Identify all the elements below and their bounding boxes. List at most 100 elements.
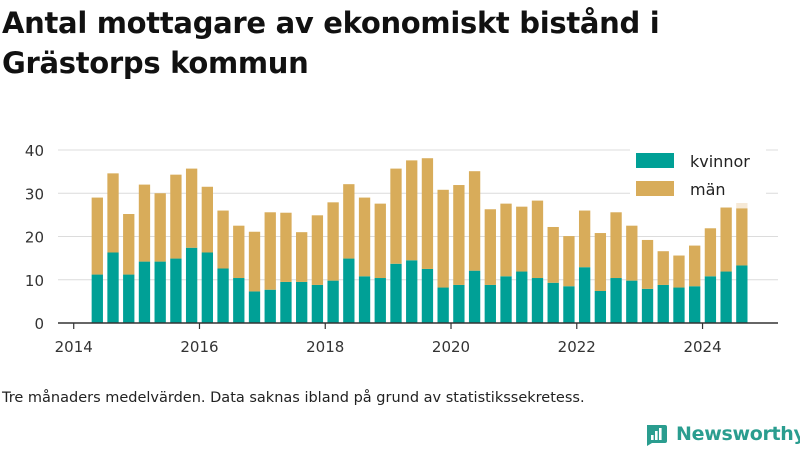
y-tick-label: 10 [25, 272, 44, 290]
legend-label: män [690, 180, 726, 199]
legend: kvinnor män [630, 147, 766, 203]
legend-swatch [636, 153, 674, 168]
bar-kvinnor [201, 252, 214, 323]
bar-man [138, 184, 151, 262]
bar-kvinnor [547, 282, 559, 323]
bar-kvinnor [484, 284, 496, 323]
x-tick-label: 2016 [180, 338, 218, 356]
bar-kvinnor [390, 263, 402, 323]
bar-kvinnor [626, 280, 638, 323]
bar-kvinnor [689, 286, 701, 323]
bar-kvinnor [280, 281, 292, 323]
bar-man [264, 212, 276, 290]
y-tick-label: 20 [25, 229, 44, 247]
bar-kvinnor [610, 278, 622, 323]
bar-kvinnor [720, 271, 732, 323]
bar-man [358, 197, 371, 277]
bar-kvinnor [406, 260, 418, 323]
bar-kvinnor [264, 289, 276, 323]
bar-man [374, 203, 386, 279]
bar-kvinnor [468, 270, 481, 323]
bar-man [437, 189, 449, 288]
x-tick-label: 2018 [306, 338, 344, 356]
bar-man [468, 171, 481, 271]
x-tick-label: 2020 [432, 338, 470, 356]
bar-kvinnor [516, 271, 528, 323]
bar-man [484, 209, 496, 285]
bar-man [673, 255, 685, 288]
bar-man [563, 236, 575, 287]
brand-name: Newsworthy [676, 423, 800, 445]
bar-man [453, 185, 465, 285]
bar-kvinnor [673, 287, 685, 323]
chart-caption: Tre månaders medelvärden. Data saknas ib… [2, 390, 585, 406]
bar-man [641, 239, 654, 289]
bar-kvinnor [311, 284, 324, 323]
bar-kvinnor [704, 276, 717, 323]
bar-man [343, 184, 355, 259]
x-tick-label: 2014 [55, 338, 93, 356]
newsworthy-brand[interactable]: Newsworthy [644, 420, 800, 448]
bar-kvinnor [343, 258, 355, 323]
bar-man [233, 225, 245, 279]
bar-man [720, 207, 732, 272]
bar-kvinnor [248, 291, 261, 323]
bar-kvinnor [154, 261, 166, 323]
bar-kvinnor [736, 265, 748, 323]
bar-kvinnor [170, 258, 182, 323]
y-tick-label: 30 [25, 185, 44, 203]
bar-kvinnor [327, 280, 339, 323]
bar-kvinnor [123, 274, 135, 323]
bars [91, 158, 748, 323]
bar-man [390, 168, 402, 264]
bar-man [736, 208, 748, 266]
bar-man [421, 158, 434, 269]
bar-kvinnor [578, 267, 591, 323]
bar-man [626, 225, 638, 281]
bar-man [185, 168, 198, 248]
chart-title: Antal mottagare av ekonomiskt bistånd i … [2, 6, 660, 80]
bar-kvinnor [594, 290, 607, 323]
bar-kvinnor [453, 284, 465, 323]
bar-kvinnor [233, 278, 245, 323]
bar-man [248, 231, 261, 292]
bar-man [280, 212, 292, 282]
bar-kvinnor [500, 276, 512, 323]
bar-kvinnor [374, 278, 386, 323]
bar-kvinnor [296, 281, 308, 323]
bar-kvinnor [91, 274, 103, 323]
bar-man [657, 251, 669, 285]
bar-man [610, 212, 622, 279]
bar-man [406, 160, 418, 261]
bar-kvinnor [217, 268, 229, 323]
bar-man [91, 197, 103, 275]
bar-man [217, 210, 229, 269]
bar-kvinnor [138, 261, 151, 323]
bar-man [500, 203, 512, 277]
bar-kvinnor [437, 287, 449, 323]
stacked-bar-chart: 0 10 20 30 40 2014 2016 2018 2020 2022 2024 kvinno… [25, 142, 778, 356]
legend-label: kvinnor [690, 152, 750, 171]
bar-man [107, 173, 119, 253]
x-tick-label: 2024 [683, 338, 721, 356]
axes: 0 10 20 30 40 2014 2016 2018 2020 2022 2024 [25, 142, 778, 356]
bar-man [689, 245, 701, 287]
bar-man [516, 206, 528, 272]
y-tick-label: 40 [25, 142, 44, 160]
y-tick-label: 0 [34, 315, 44, 333]
bar-man [311, 215, 324, 285]
bar-kvinnor [657, 284, 669, 323]
bar-man [578, 210, 591, 268]
bar-kvinnor [531, 278, 544, 323]
bar-man [531, 200, 544, 279]
bar-kvinnor [358, 276, 371, 323]
bar-man [201, 186, 214, 253]
bar-kvinnor [563, 286, 575, 323]
bar-man [547, 226, 559, 283]
bar-man [154, 193, 166, 262]
bar-man [296, 232, 308, 282]
bar-kvinnor [641, 288, 654, 323]
bar-man [594, 233, 607, 291]
bar-chart-logo-icon [647, 425, 667, 446]
x-tick-label: 2022 [558, 338, 596, 356]
